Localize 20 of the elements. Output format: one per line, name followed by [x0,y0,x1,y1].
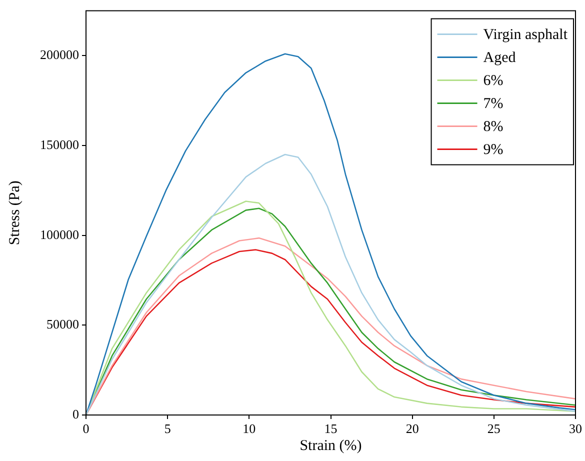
x-axis-title: Strain (%) [300,438,362,454]
y-tick-label: 150000 [40,136,79,152]
x-tick-label: 30 [569,421,582,436]
legend-label: 6% [483,73,504,90]
legend-label: 9% [483,142,504,158]
y-axis-title: Stress (Pa) [6,180,23,246]
y-tick-label: 50000 [46,316,79,332]
y-tick-label: 0 [72,406,79,422]
x-tick-label: 0 [82,421,90,436]
x-tick-label: 10 [242,421,256,436]
legend-label: Virgin asphalt [483,27,568,44]
x-tick-label: 25 [487,421,500,436]
x-tick-label: 15 [324,421,338,436]
x-tick-label: 5 [164,421,171,436]
legend-label: Aged [483,50,516,66]
legend-label: 7% [483,96,504,112]
x-tick-label: 20 [406,421,419,436]
y-tick-label: 200000 [40,47,79,62]
y-tick-label: 100000 [40,226,79,242]
legend-label: 8% [483,119,504,136]
